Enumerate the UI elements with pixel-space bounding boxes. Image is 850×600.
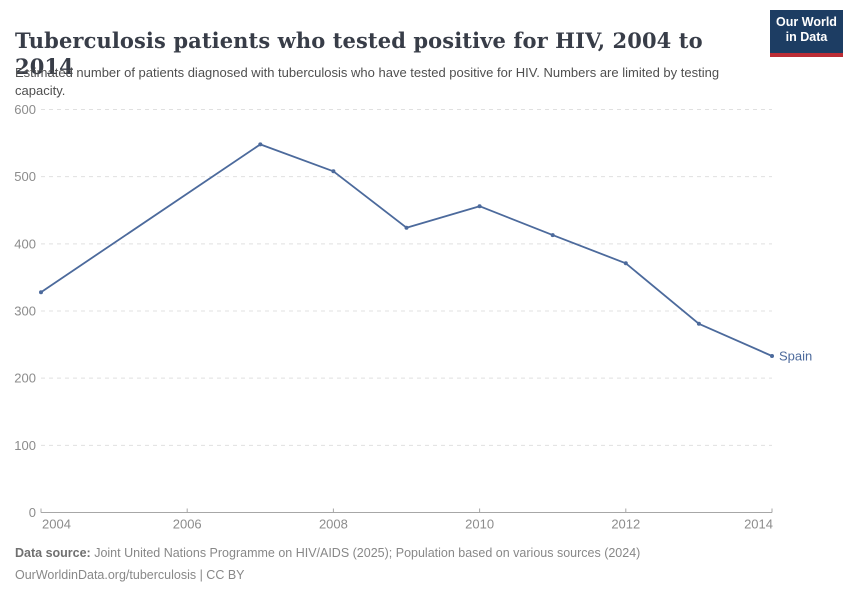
data-point-2007 — [258, 142, 263, 147]
data-source-label: Data source: — [15, 546, 91, 560]
y-tick-label-300: 300 — [14, 304, 36, 319]
chart-subtitle: Estimated number of patients diagnosed w… — [15, 65, 720, 98]
x-tick-label-2008: 2008 — [319, 517, 348, 532]
x-tick-label-2010: 2010 — [465, 517, 494, 532]
data-point-2014 — [770, 354, 774, 358]
data-source-text: Joint United Nations Programme on HIV/AI… — [90, 546, 641, 560]
data-point-2004 — [39, 290, 43, 295]
footer: Data source: Joint United Nations Progra… — [15, 543, 835, 586]
data-point-2011 — [550, 233, 555, 238]
y-tick-label-500: 500 — [14, 169, 36, 184]
x-tick-label-2012: 2012 — [611, 517, 640, 532]
series-line-spain — [40, 143, 773, 357]
owid-logo: Our World in Data — [770, 10, 843, 57]
series-end-label: Spain — [779, 349, 812, 364]
y-tick-label-200: 200 — [14, 371, 36, 386]
data-point-2012 — [623, 261, 628, 266]
data-point-2009 — [404, 225, 409, 230]
x-tick-label-2006: 2006 — [173, 517, 202, 532]
x-tick-label-2004: 2004 — [42, 517, 71, 532]
footer-datasource-line: Data source: Joint United Nations Progra… — [15, 543, 835, 565]
y-tick-label-400: 400 — [14, 236, 36, 251]
x-tick-label-2014: 2014 — [744, 517, 773, 532]
y-tick-label-0: 0 — [29, 505, 36, 520]
data-point-2008 — [331, 169, 336, 174]
data-point-2010 — [477, 204, 482, 209]
data-point-2013 — [696, 321, 701, 326]
owid-logo-line2: in Data — [785, 30, 828, 44]
y-tick-label-600: 600 — [14, 102, 36, 117]
owid-logo-line1: Our World — [776, 15, 837, 29]
footer-link-line: OurWorldinData.org/tuberculosis | CC BY — [15, 567, 245, 582]
chart-title: Tuberculosis patients who tested positiv… — [15, 28, 703, 80]
y-tick-label-100: 100 — [14, 438, 36, 453]
